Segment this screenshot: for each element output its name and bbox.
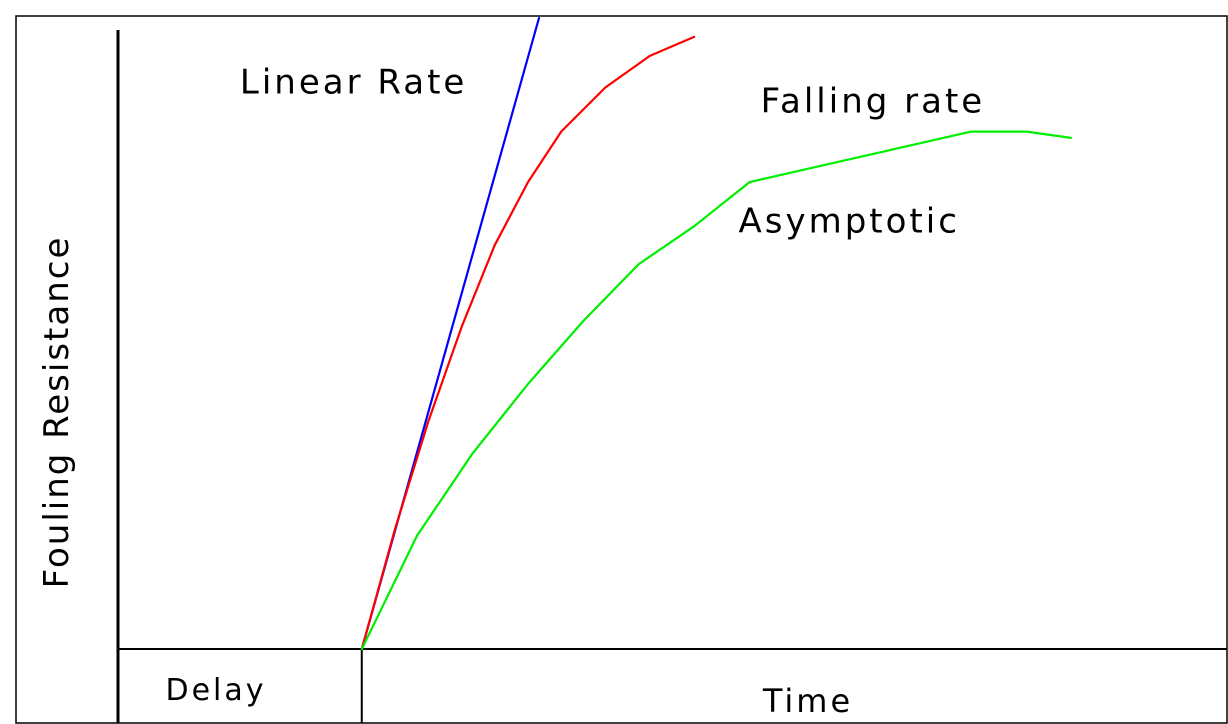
y-axis-label: Fouling Resistance	[37, 236, 77, 589]
chart-border	[15, 15, 1228, 724]
annotation-asymptotic: Asymptotic	[739, 202, 960, 242]
annotation-linear-rate: Linear Rate	[240, 63, 467, 103]
series-line-falling-rate	[360, 35, 696, 651]
delay-label: Delay	[165, 673, 266, 708]
annotation-falling-rate: Falling rate	[761, 82, 986, 122]
series-line-asymptotic	[360, 130, 1072, 651]
plot-area	[116, 16, 1227, 723]
x-axis-label: Time	[762, 682, 853, 720]
